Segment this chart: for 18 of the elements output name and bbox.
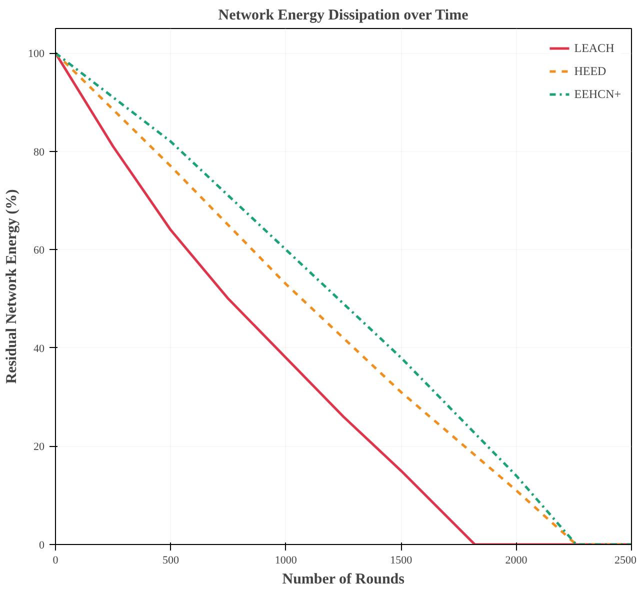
x-tick-label: 2500 — [614, 554, 637, 566]
y-tick-label: 80 — [34, 146, 45, 158]
y-tick-label: 60 — [34, 244, 45, 257]
chart-title: Network Energy Dissipation over Time — [218, 8, 469, 24]
x-axis-title: Number of Rounds — [282, 572, 405, 588]
y-axis-title: Residual Network Energy (%) — [4, 189, 20, 384]
x-tick-label: 2000 — [505, 554, 528, 566]
x-tick-label: 1500 — [390, 554, 413, 566]
legend-label: LEACH — [574, 40, 614, 56]
legend-label: EEHCN+ — [574, 86, 621, 102]
legend-label: HEED — [574, 64, 606, 78]
x-tick-label: 1000 — [274, 554, 298, 566]
y-tick-label: 0 — [39, 540, 45, 552]
y-tick-label: 100 — [28, 48, 45, 60]
y-tick-label: 20 — [34, 441, 45, 454]
x-tick-label: 500 — [162, 554, 180, 566]
x-tick-label: 0 — [52, 554, 59, 566]
y-tick-label: 40 — [34, 342, 45, 355]
